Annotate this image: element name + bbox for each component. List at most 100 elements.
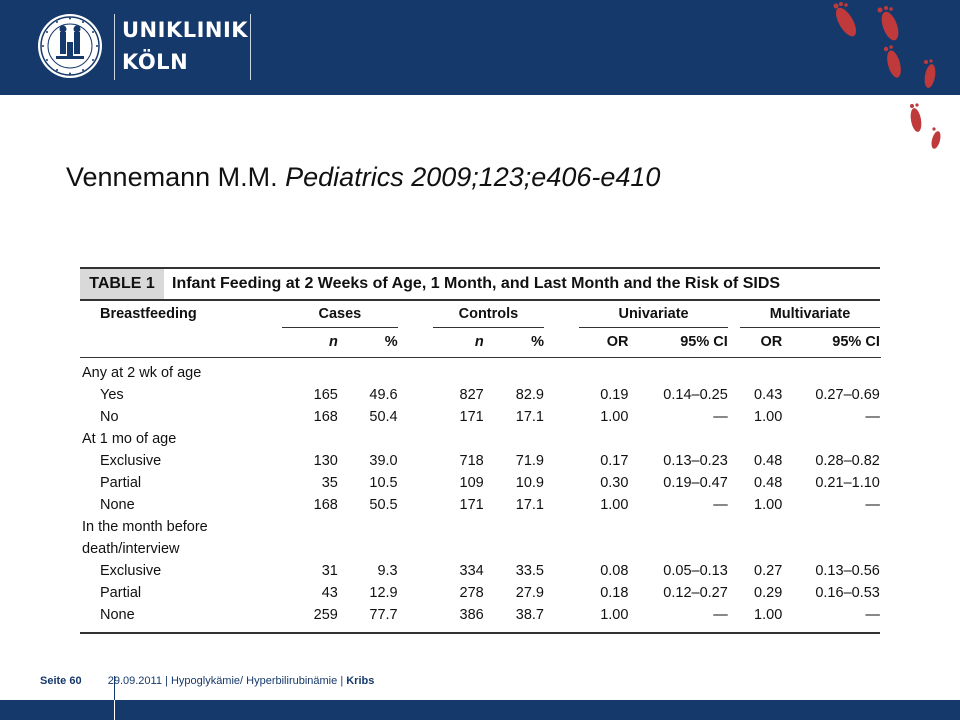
row-label: No xyxy=(100,409,119,425)
row-label: Partial xyxy=(100,475,142,491)
table-group-header-row: Breastfeeding Cases Controls Univariate … xyxy=(80,301,880,328)
table-cell: — xyxy=(865,607,880,623)
table-cell: 39.0 xyxy=(369,453,398,469)
subheader: 95% CI xyxy=(647,327,728,358)
table-cell: 109 xyxy=(459,475,484,491)
group-header: Controls xyxy=(432,301,544,328)
subheader: n xyxy=(282,327,338,358)
table-cell xyxy=(648,516,728,538)
table-cell: 0.27–0.69 xyxy=(815,387,880,403)
table-cell: 27.9 xyxy=(515,585,544,601)
table-cell: — xyxy=(865,409,880,425)
table-cell: 1.00 xyxy=(600,607,629,623)
subheader: OR xyxy=(579,327,629,358)
table-cell: 50.5 xyxy=(369,497,398,513)
table-cell: 12.9 xyxy=(369,585,398,601)
brand-line-2: KÖLN xyxy=(122,50,189,74)
table-cell xyxy=(348,516,397,538)
table-cell xyxy=(494,358,544,385)
footer-divider xyxy=(114,676,115,720)
table-row: Partial 43 12.9 278 27.9 0.18 0.12–0.27 0.29 0.1… xyxy=(80,582,880,604)
table-cell: 0.21–1.10 xyxy=(815,475,880,491)
table-cell: — xyxy=(713,409,728,425)
footer-author: Kribs xyxy=(346,675,375,687)
table-cell: 33.5 xyxy=(515,563,544,579)
table-cell: 259 xyxy=(313,607,338,623)
citation: Vennemann M.M. Pediatrics 2009;123;e406-… xyxy=(66,162,660,193)
table-cell: 0.19–0.47 xyxy=(663,475,728,491)
table-cell: 171 xyxy=(459,409,484,425)
table-cell: 31 xyxy=(321,563,338,579)
table-section-row: death/interview xyxy=(80,538,880,560)
table-cell: 35 xyxy=(321,475,338,491)
table-cell: 0.13–0.23 xyxy=(663,453,728,469)
row-label: None xyxy=(100,607,135,623)
table-cell: 130 xyxy=(313,453,338,469)
table-row: Exclusive 31 9.3 334 33.5 0.08 0.05–0.13 0.27 0.… xyxy=(80,560,880,582)
table-subheader-row: n % n % OR 95% CI OR 95% CI xyxy=(80,327,880,358)
table-caption: Infant Feeding at 2 Weeks of Age, 1 Mont… xyxy=(172,275,781,292)
table-cell: 278 xyxy=(459,585,484,601)
table-section-row: At 1 mo of age xyxy=(80,428,880,450)
table-cell xyxy=(648,428,728,450)
table-cell xyxy=(802,538,880,560)
table-cell xyxy=(740,358,782,385)
table-cell: 38.7 xyxy=(515,607,544,623)
table-cell: 0.18 xyxy=(600,585,629,601)
citation-author: Vennemann M.M. xyxy=(66,162,278,192)
red-footprints-icon xyxy=(833,2,941,149)
table-cell: — xyxy=(865,497,880,513)
stub-header: Breastfeeding xyxy=(100,306,197,322)
table-cell: 334 xyxy=(459,563,484,579)
table-cell: — xyxy=(713,607,728,623)
subheader: 95% CI xyxy=(801,327,880,358)
table-cell: 77.7 xyxy=(369,607,398,623)
row-label: Any at 2 wk of age xyxy=(82,365,202,381)
table-tag: TABLE 1 xyxy=(80,269,164,299)
table-cell: 0.17 xyxy=(600,453,629,469)
table-cell xyxy=(282,358,338,385)
subheader: % xyxy=(348,327,398,358)
table-cell xyxy=(433,428,484,450)
row-label: At 1 mo of age xyxy=(82,431,177,447)
table-cell: 168 xyxy=(313,409,338,425)
citation-journal: Pediatrics 2009;123;e406-e410 xyxy=(285,162,661,192)
table-cell xyxy=(433,538,484,560)
brand-line-1: UNIKLINIK xyxy=(122,18,249,42)
footer-bar xyxy=(0,700,960,720)
table-cell: 1.00 xyxy=(754,409,783,425)
table-cell: 1.00 xyxy=(754,497,783,513)
table-cell xyxy=(348,428,397,450)
footer-separator: | xyxy=(340,675,344,687)
table-cell: 49.6 xyxy=(369,387,398,403)
table-cell: 1.00 xyxy=(754,607,783,623)
row-label: Exclusive xyxy=(100,563,162,579)
table-cell: 71.9 xyxy=(515,453,544,469)
row-label: Exclusive xyxy=(100,453,162,469)
header-bar: UNIKLINIK KÖLN xyxy=(0,0,960,95)
table-section-row: Any at 2 wk of age xyxy=(80,358,880,385)
table-cell: 50.4 xyxy=(369,409,398,425)
row-label: None xyxy=(100,497,135,513)
footer-page: Seite 60 xyxy=(40,675,82,687)
row-label: death/interview xyxy=(82,541,180,557)
table-row: Partial 35 10.5 109 10.9 0.30 0.19–0.47 0.48 0.2… xyxy=(80,472,880,494)
table-cell xyxy=(433,516,484,538)
table-cell: — xyxy=(713,497,728,513)
table-cell xyxy=(494,516,544,538)
table-cell xyxy=(494,538,544,560)
table-cell: 9.3 xyxy=(377,563,398,579)
table-cell: 0.12–0.27 xyxy=(663,585,728,601)
table-title-bar: TABLE 1 Infant Feeding at 2 Weeks of Age… xyxy=(80,267,880,299)
table-cell: 1.00 xyxy=(600,409,629,425)
subheader: OR xyxy=(740,327,783,358)
table-cell: 0.14–0.25 xyxy=(663,387,728,403)
table-cell: 0.16–0.53 xyxy=(815,585,880,601)
footer-separator: | xyxy=(165,675,168,687)
table-cell: 10.9 xyxy=(515,475,544,491)
table-cell xyxy=(579,428,628,450)
table-section-row: In the month before xyxy=(80,516,880,538)
table-cell xyxy=(740,516,782,538)
data-table: Breastfeeding Cases Controls Univariate … xyxy=(80,301,880,626)
footer-date: 29.09.2011 xyxy=(107,675,162,687)
